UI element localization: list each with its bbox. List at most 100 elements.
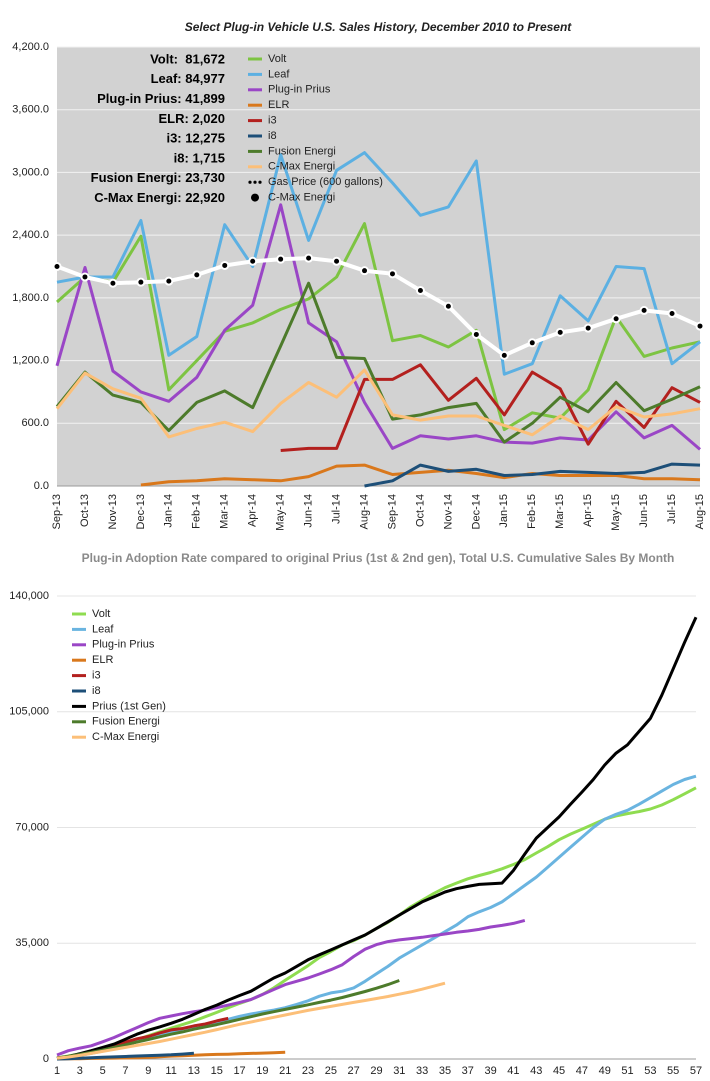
x-tick-label: 47 [576,1065,588,1077]
data-point [360,266,370,276]
chart-title: Plug-in Adoption Rate compared to origin… [81,551,675,565]
y-tick-label: 3,000.0 [12,166,49,178]
legend-label: Plug-in Prius [92,639,155,651]
y-tick-label: 140,000 [9,590,49,602]
x-tick-label: 33 [416,1065,428,1077]
x-tick-label: 21 [279,1065,291,1077]
legend-marker [248,180,252,184]
series-line [56,918,526,1057]
data-point [192,270,202,280]
series-line [56,151,701,376]
x-tick-label: Aug-15 [694,494,706,529]
x-tick-label: Mar-15 [554,494,566,529]
legend-label: C-Max Energi [268,192,335,204]
legend-label: Volt [92,608,110,620]
y-tick-label: 4,200.0 [12,41,49,53]
x-tick-label: Nov-14 [442,494,454,529]
chart-title-box: Plug-in Adoption Rate compared to origin… [81,551,675,565]
x-tick-label: 15 [211,1065,223,1077]
x-tick-label: 41 [507,1065,519,1077]
x-tick-label: Jan-15 [498,494,510,528]
series-line [280,363,701,452]
data-point [108,278,118,288]
series-line [364,462,701,488]
data-point [471,329,481,339]
series-line [56,774,697,1061]
annotation: i8: 1,715 [174,150,225,165]
annotation: Volt: 81,672 [150,51,225,66]
x-tick-label: 37 [462,1065,474,1077]
legend-marker [253,180,257,184]
series-line [56,222,701,432]
x-tick-label: 17 [233,1065,245,1077]
data-point [52,262,62,271]
annotation: i3: 12,275 [166,131,225,146]
y-tick-label: 3,600.0 [12,104,49,116]
x-tick-label: 51 [621,1065,633,1077]
x-tick-label: Jul-15 [666,494,678,524]
x-tick-label: 3 [77,1065,83,1077]
plot-background [57,47,700,486]
data-point [583,323,593,333]
x-tick-label: Oct-14 [414,494,426,527]
x-tick-label: Nov-13 [107,494,119,529]
data-point [220,260,230,270]
x-tick-label: 1 [54,1065,60,1077]
y-tick-label: 1,800.0 [12,292,49,304]
annotation: Fusion Energi: 23,730 [91,170,225,185]
legend-label: i3 [92,670,101,682]
x-tick-label: 27 [348,1065,360,1077]
data-point [332,256,342,266]
legend-label: Plug-in Prius [268,84,331,96]
x-tick-label: Dec-14 [470,494,482,529]
data-point [80,272,90,282]
x-tick-label: Feb-14 [191,494,203,529]
series-line [56,616,698,1060]
data-point [248,256,258,266]
data-point [136,277,146,287]
y-tick-label: 0.0 [34,480,49,492]
x-tick-label: 35 [439,1065,451,1077]
y-tick-label: 0 [43,1053,49,1065]
x-tick-label: 19 [256,1065,268,1077]
x-tick-label: 11 [165,1065,176,1077]
data-point [443,301,453,311]
data-point [164,276,174,286]
x-tick-label: Sep-13 [51,494,63,529]
legend-label: Leaf [92,623,114,635]
x-tick-label: 39 [484,1065,496,1077]
series-line [56,786,697,1060]
x-tick-label: Jan-14 [163,494,175,528]
chart-title: Select Plug-in Vehicle U.S. Sales Histor… [185,20,573,34]
data-point [527,338,537,348]
data-point [555,327,565,337]
x-tick-label: 49 [599,1065,611,1077]
data-point [276,254,286,264]
data-point [611,314,621,324]
x-tick-label: 23 [302,1065,314,1077]
y-tick-label: 600.0 [21,417,49,429]
y-tick-label: 70,000 [15,821,49,833]
x-tick-label: 53 [644,1065,656,1077]
data-point [304,253,314,263]
legend-label: Fusion Energi [92,716,160,728]
series-line [56,256,701,358]
series-line [56,1051,195,1061]
x-tick-label: 7 [122,1065,128,1077]
annotation: Plug-in Prius: 41,899 [97,91,225,106]
x-tick-label: 43 [530,1065,542,1077]
x-tick-label: May-15 [610,494,622,531]
annotation: ELR: 2,020 [159,111,225,126]
x-tick-label: Dec-13 [135,494,147,529]
x-tick-label: Jul-14 [330,494,342,524]
data-point [499,350,509,360]
series-line [140,463,701,487]
series-line [55,281,701,444]
legend-label: Fusion Energi [268,145,336,157]
legend-label: C-Max Energi [92,731,159,743]
x-tick-label: May-14 [275,494,287,531]
x-tick-label: 29 [370,1065,382,1077]
x-tick-label: Sep-14 [386,494,398,529]
legend-label: Gas Price (600 gallons) [268,176,383,188]
